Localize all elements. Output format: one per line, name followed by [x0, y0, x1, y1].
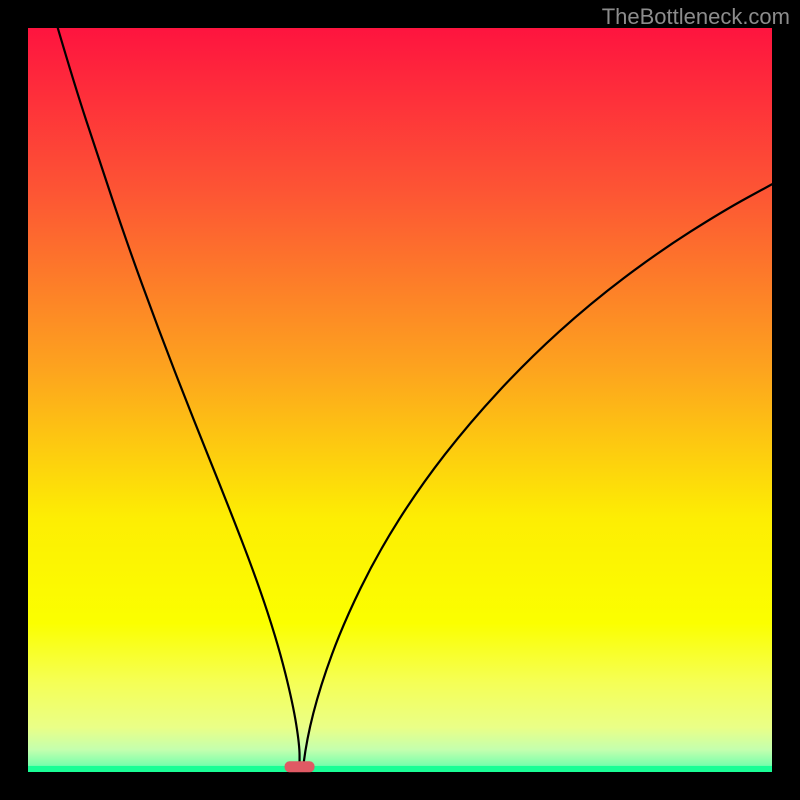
minimum-marker	[285, 761, 315, 772]
bottleneck-chart	[0, 0, 800, 800]
chart-container: TheBottleneck.com	[0, 0, 800, 800]
chart-background	[28, 28, 772, 772]
chart-bottom-band	[28, 766, 772, 772]
watermark-text: TheBottleneck.com	[602, 4, 790, 30]
